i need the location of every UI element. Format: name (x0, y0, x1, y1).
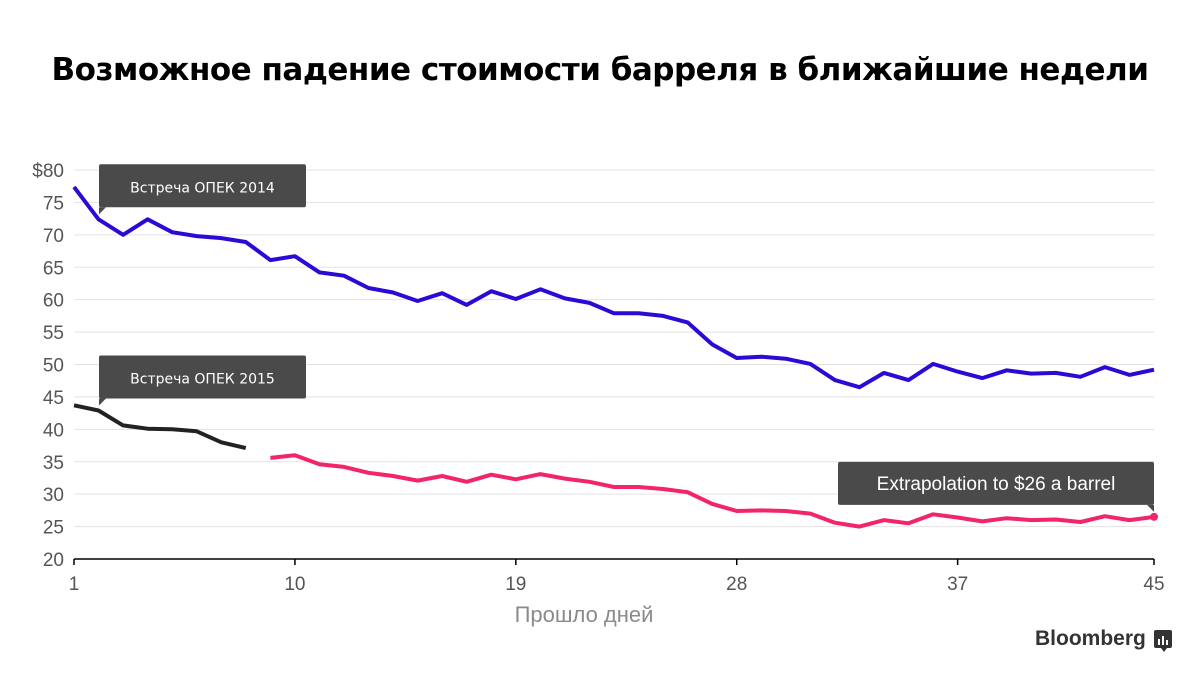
y-tick-label: 30 (43, 485, 64, 506)
gridlines (74, 169, 1154, 528)
y-tick-label: 25 (43, 518, 64, 539)
y-tick-label: 65 (43, 258, 64, 279)
series-line-1 (72, 185, 1155, 390)
x-tick-label: 28 (726, 574, 747, 595)
y-tick-label: 20 (43, 550, 64, 571)
annotation-box (838, 461, 1154, 505)
series-line-2 (73, 403, 247, 451)
y-tick-label: 60 (43, 291, 64, 312)
annotation-2: Встреча ОПЕК 2015 (99, 355, 306, 406)
annotation-text: Встреча ОПЕК 2015 (130, 372, 275, 388)
annotation-pointer (99, 398, 106, 406)
y-tick-label: $80 (32, 161, 64, 182)
x-axis: 1 10 19 28 37 45 (69, 558, 1165, 595)
bar-chart-icon (1153, 630, 1172, 652)
annotation-text: Extrapolation to $26 a barrel (877, 474, 1116, 495)
x-tick-label: 1 (69, 574, 80, 595)
annotations: Встреча ОПЕК 2014 Встреча ОПЕК 2015 Extrap… (99, 164, 1154, 512)
annotation-1: Встреча ОПЕК 2014 (99, 164, 306, 215)
y-tick-label: 50 (43, 356, 64, 377)
x-tick-label: 37 (947, 574, 968, 595)
data-point (1150, 512, 1158, 521)
x-tick-label: 10 (284, 574, 305, 595)
bloomberg-logo: Bloomberg (1035, 627, 1172, 652)
annotation-text: Встреча ОПЕК 2014 (130, 180, 275, 196)
y-tick-label: 55 (43, 323, 64, 344)
y-tick-label: 35 (43, 453, 64, 474)
series-line-3 (270, 453, 1155, 529)
logo-text: Bloomberg (1035, 627, 1146, 650)
y-tick-label: 40 (43, 420, 64, 441)
y-tick-label: 45 (43, 388, 64, 409)
x-tick-label: 19 (505, 574, 526, 595)
annotation-box (99, 355, 306, 399)
x-axis-label: Прошло дней (515, 602, 654, 627)
y-tick-label: 70 (43, 226, 64, 247)
chart-title: Возможное падение стоимости барреля в бл… (51, 52, 1149, 88)
annotation-pointer (99, 207, 106, 215)
x-tick-label: 45 (1143, 574, 1164, 595)
annotation-3: Extrapolation to $26 a barrel (838, 461, 1154, 512)
series-lines (72, 185, 1158, 529)
y-tick-label: 75 (43, 193, 64, 214)
annotation-box (99, 164, 306, 208)
y-axis-ticks: 20 25 30 35 40 45 50 55 60 65 70 75 $80 (32, 161, 64, 571)
annotation-pointer (1147, 504, 1154, 512)
